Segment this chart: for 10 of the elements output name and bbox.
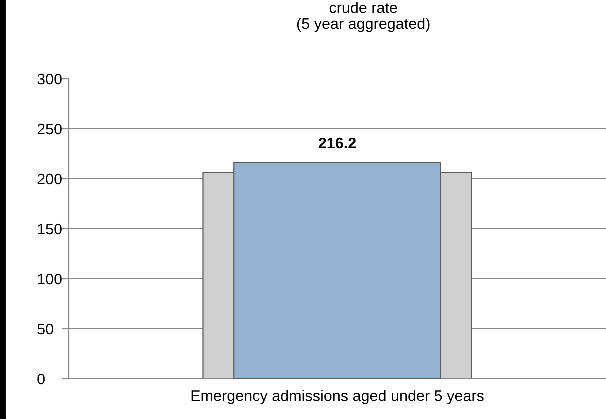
y-tick-label: 100 [38,274,62,285]
y-tick-label: 0 [38,374,45,385]
y-tick-label: 50 [38,324,54,335]
y-tick-label: 150 [38,224,62,235]
y-tick-label: 300 [38,74,62,85]
chart-title: crude rate (5 year aggregated) [297,2,430,32]
y-tick-label: 250 [38,124,62,135]
x-tick-label: Emergency admissions aged under 5 years [192,390,484,404]
data-label: 216.2 [318,138,356,149]
y-tick-label: 200 [38,174,62,185]
